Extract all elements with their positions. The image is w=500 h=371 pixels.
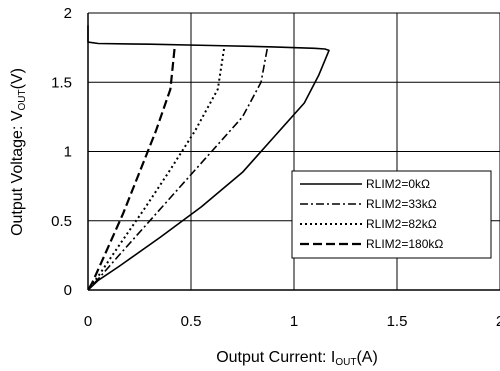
legend: RLIM2=0kΩ RLIM2=33kΩ RLIM2=82kΩ RLIM2=180kΩ <box>291 170 492 259</box>
legend-items: RLIM2=0kΩ RLIM2=33kΩ RLIM2=82kΩ RLIM2=180kΩ <box>300 177 443 251</box>
legend-box <box>291 170 492 259</box>
axes <box>87 13 500 291</box>
y-tick-label: 1 <box>64 144 72 161</box>
x-tick-label: 0.5 <box>181 313 202 330</box>
legend-label: RLIM2=180kΩ <box>366 237 443 251</box>
series-line <box>87 25 330 291</box>
legend-label: RLIM2=82kΩ <box>366 217 437 231</box>
y-axis-title: Output Voltage: VOUT(V) <box>9 68 28 236</box>
series-line <box>87 48 268 291</box>
x-tick-label: 1.5 <box>387 313 408 330</box>
series-line <box>87 48 225 291</box>
y-tick-label: 0.5 <box>51 213 72 230</box>
x-axis-title: Output Current: IOUT(A) <box>216 349 378 368</box>
y-tick-label: 0 <box>64 282 72 299</box>
legend-label: RLIM2=0kΩ <box>366 177 430 191</box>
series-line <box>87 48 176 291</box>
x-tick-label: 0 <box>84 313 92 330</box>
y-tick-label: 2 <box>64 5 72 22</box>
legend-label: RLIM2=33kΩ <box>366 197 437 211</box>
series-layer <box>87 25 330 291</box>
y-tick-label: 1.5 <box>51 74 72 91</box>
x-tick-label: 1 <box>290 313 298 330</box>
tick-labels: 0 0.5 1 1.5 2 0 0.5 1 1.5 2 <box>51 5 500 330</box>
x-tick-label: 2 <box>496 313 500 330</box>
